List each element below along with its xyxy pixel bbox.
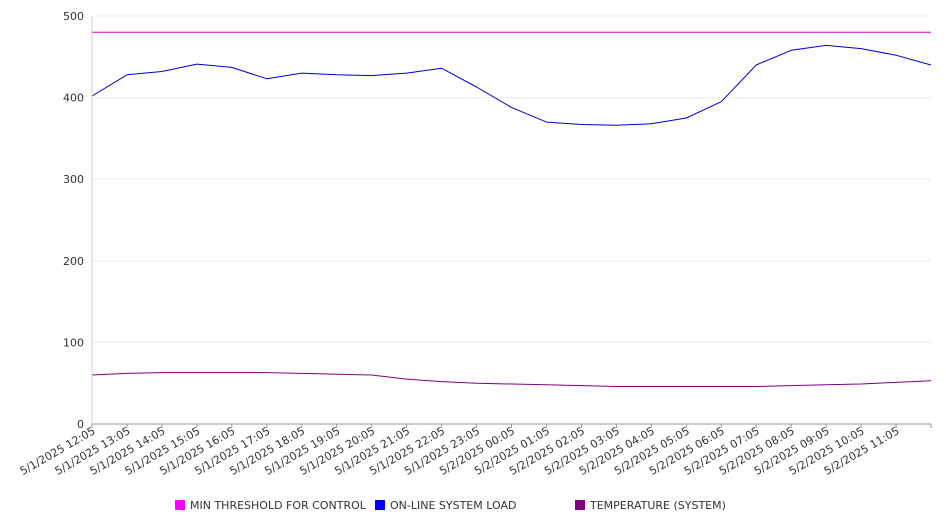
legend-swatch-min-threshold	[175, 500, 185, 510]
legend-swatch-temperature	[575, 500, 585, 510]
y-axis-ticks: 0 100 200 300 400 500	[63, 10, 84, 431]
legend-item-min-threshold[interactable]: MIN THRESHOLD FOR CONTROL	[175, 499, 366, 512]
legend-swatch-system-load	[375, 500, 385, 510]
y-tick-label: 100	[63, 336, 84, 349]
y-tick-label: 200	[63, 255, 84, 268]
series-line-system-load	[91, 44, 932, 126]
legend-label-temperature: TEMPERATURE (SYSTEM)	[590, 499, 726, 512]
legend-label-min-threshold: MIN THRESHOLD FOR CONTROL	[190, 499, 366, 512]
y-tick-label: 500	[63, 10, 84, 23]
y-tick-label: 0	[77, 418, 84, 431]
series-lines	[91, 31, 932, 387]
legend: MIN THRESHOLD FOR CONTROL ON-LINE SYSTEM…	[0, 499, 946, 513]
legend-item-system-load[interactable]: ON-LINE SYSTEM LOAD	[375, 499, 516, 512]
legend-item-temperature[interactable]: TEMPERATURE (SYSTEM)	[575, 499, 726, 512]
legend-label-system-load: ON-LINE SYSTEM LOAD	[390, 499, 517, 512]
series-line-temperature	[91, 372, 932, 387]
gridlines	[92, 15, 931, 343]
x-axis-ticks: 5/1/2025 12:055/1/2025 13:055/1/2025 14:…	[18, 424, 932, 478]
y-tick-label: 300	[63, 173, 84, 186]
y-tick-label: 400	[63, 92, 84, 105]
